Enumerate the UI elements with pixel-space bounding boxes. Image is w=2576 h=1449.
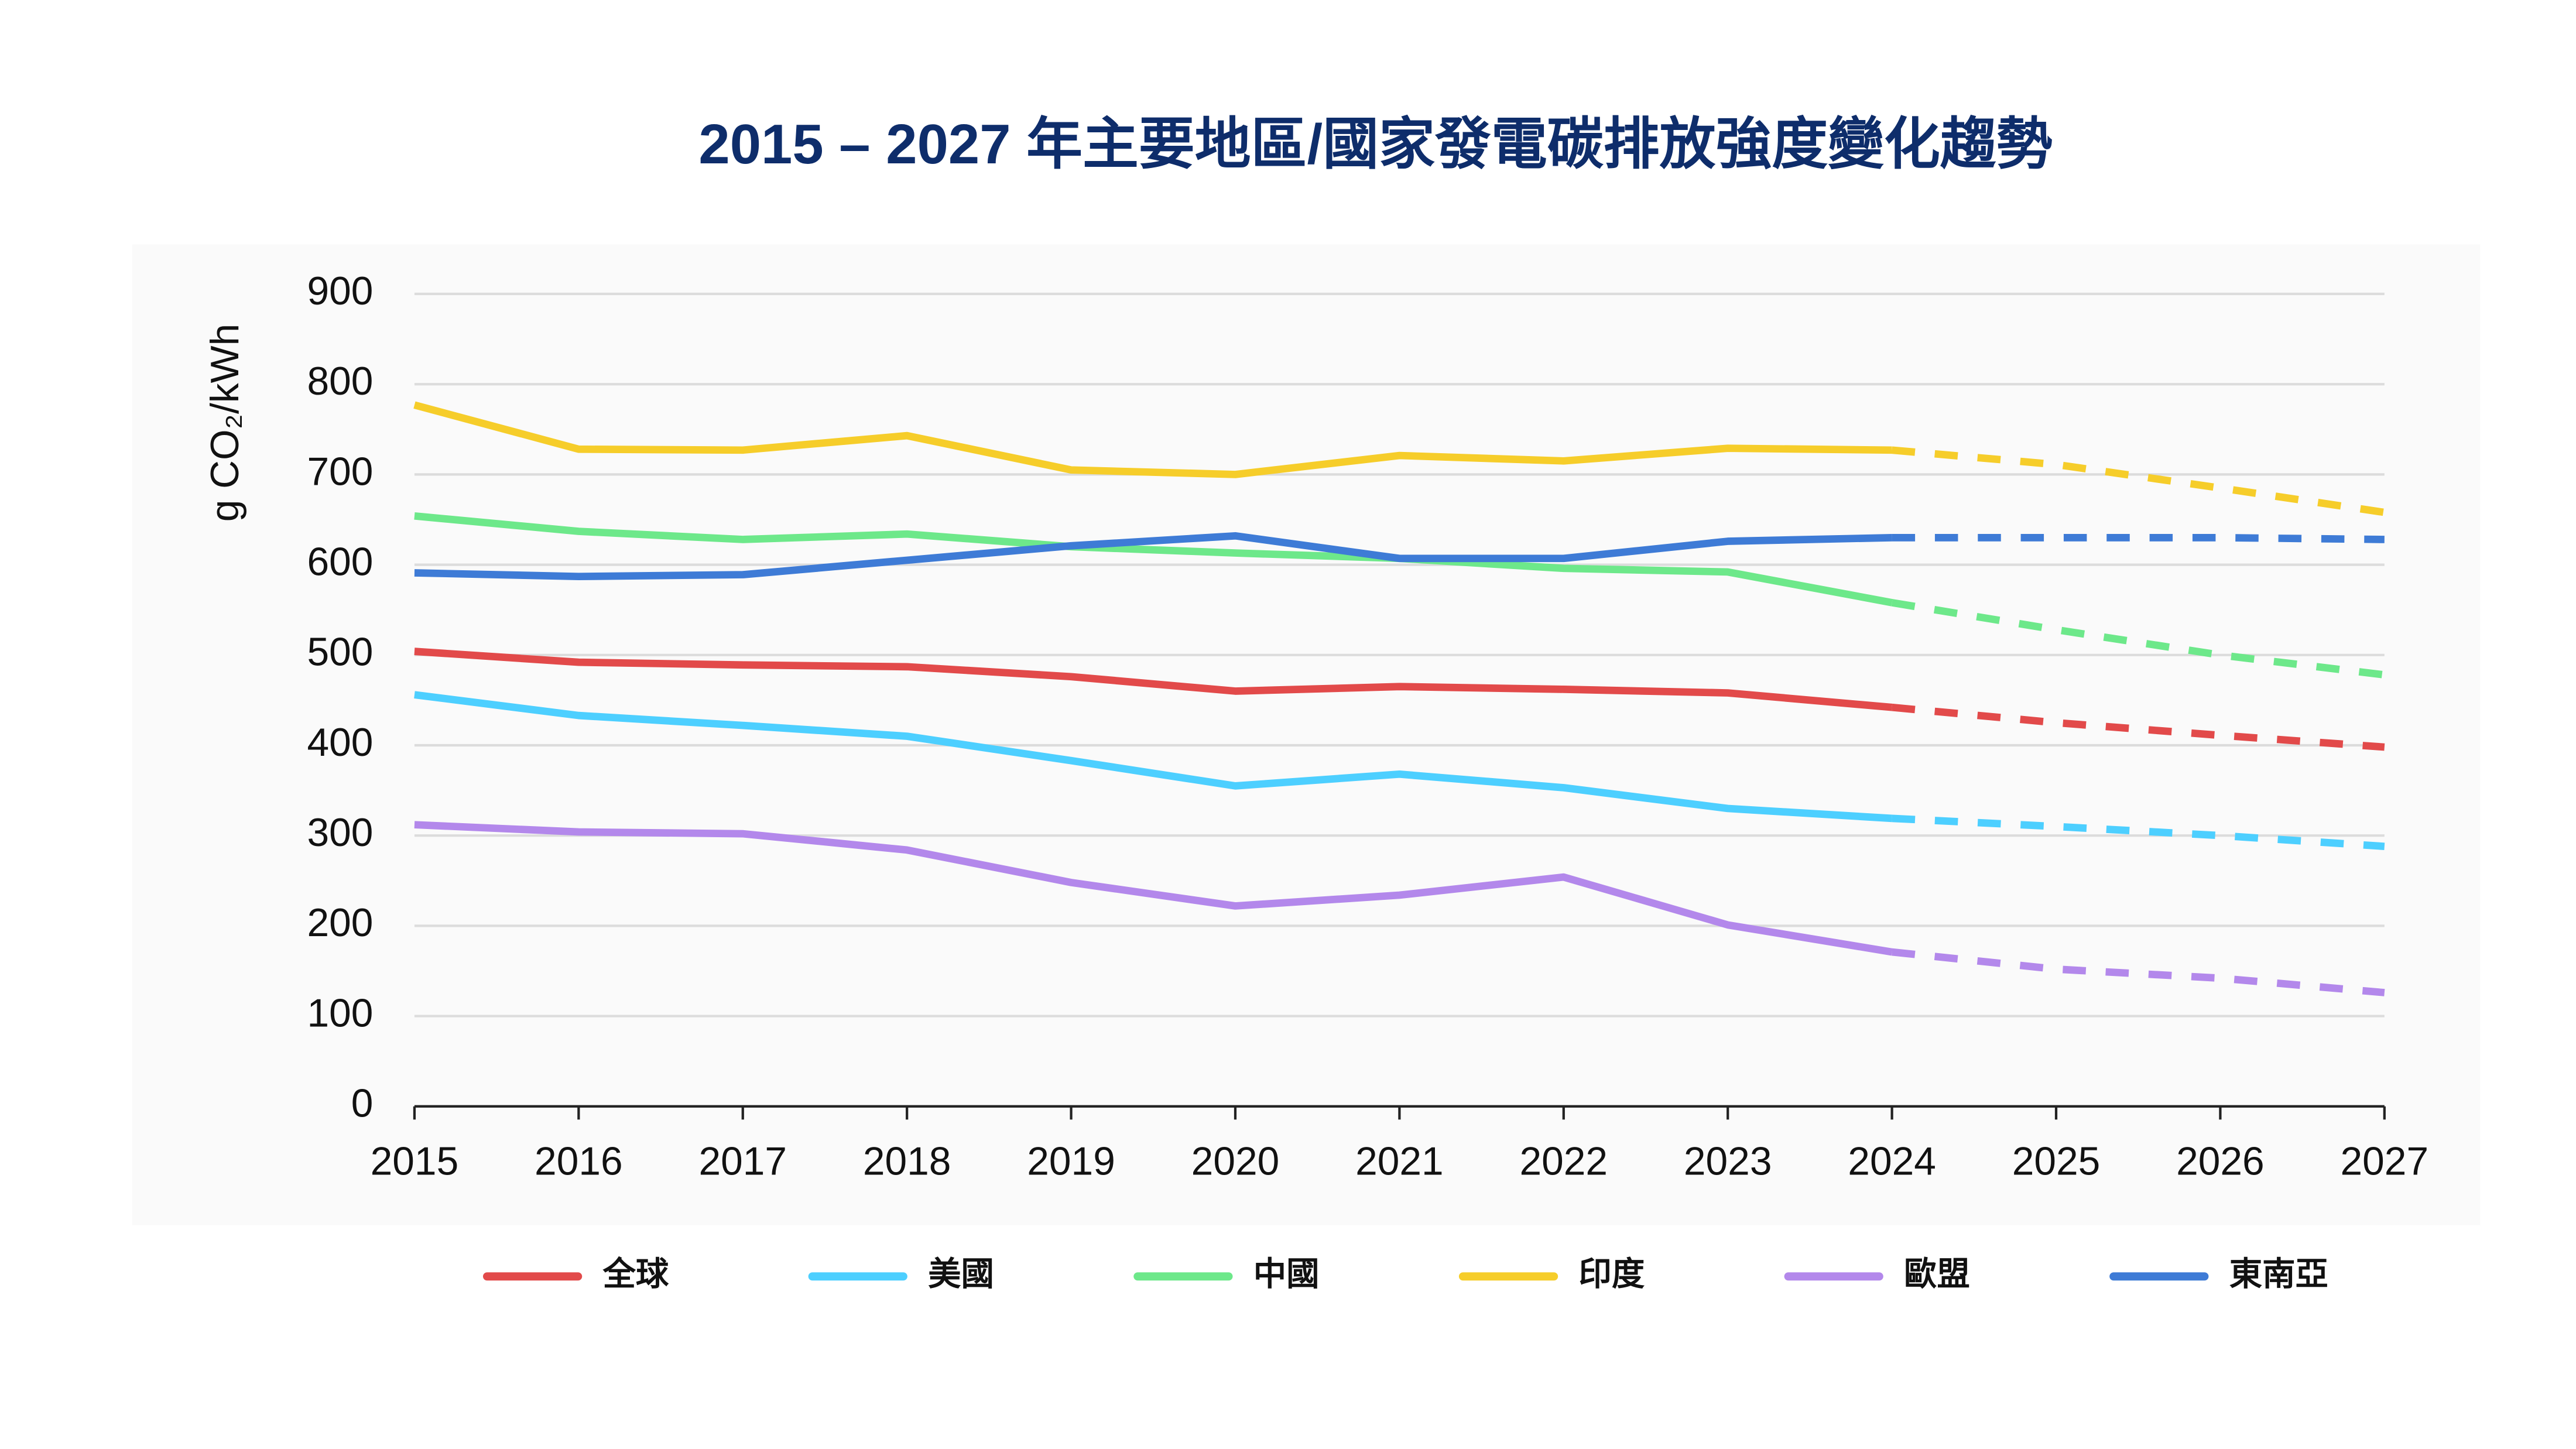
legend-label: 美國 (928, 1255, 994, 1292)
series-line (413, 401, 1892, 478)
x-tick-label: 2027 (2341, 1139, 2429, 1183)
y-tick-label: 500 (307, 631, 373, 674)
x-tick-label: 2019 (1027, 1139, 1115, 1183)
x-tick-label: 2018 (863, 1139, 951, 1183)
y-tick-label: 200 (307, 901, 373, 945)
x-tick-label: 2015 (371, 1139, 459, 1183)
legend-label: 歐盟 (1904, 1255, 1970, 1292)
x-tick-label: 2024 (1848, 1139, 1936, 1183)
x-tick-label: 2022 (1519, 1139, 1608, 1183)
legend-label: 中國 (1253, 1255, 1320, 1292)
x-tick-label: 2017 (698, 1139, 787, 1183)
y-tick-label: 0 (351, 1082, 374, 1126)
chart-title: 2015 – 2027 年主要地區/國家發電碳排放強度變化趨勢 (698, 113, 2052, 176)
x-tick-label: 2023 (1684, 1139, 1772, 1183)
series-line (414, 691, 1892, 823)
y-tick-label: 100 (307, 991, 373, 1035)
series-line (414, 648, 1893, 711)
x-tick-label: 2016 (535, 1139, 623, 1183)
y-tick-label: 800 (307, 359, 373, 403)
x-tick-label: 2020 (1191, 1139, 1280, 1183)
y-tick-label: 700 (307, 450, 373, 494)
y-axis-label: g CO₂/kWh (203, 324, 247, 522)
legend-label: 全球 (602, 1255, 669, 1292)
series-line (414, 532, 1892, 581)
plot-background (132, 244, 2481, 1225)
x-tick-label: 2021 (1355, 1139, 1444, 1183)
series-line (414, 512, 1893, 607)
y-tick-label: 600 (307, 540, 373, 584)
legend-label: 東南亞 (2229, 1255, 2328, 1292)
legend-label: 印度 (1578, 1255, 1645, 1292)
x-tick-label: 2025 (2012, 1139, 2101, 1183)
x-tick-label: 2026 (2176, 1139, 2265, 1183)
y-tick-label: 300 (307, 811, 373, 855)
series-line (414, 821, 1893, 956)
y-tick-label: 400 (307, 721, 373, 765)
y-tick-label: 900 (307, 269, 373, 313)
